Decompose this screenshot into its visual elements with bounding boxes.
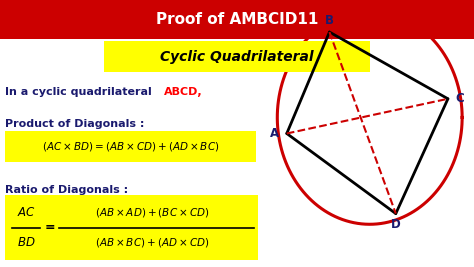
FancyBboxPatch shape: [104, 41, 370, 72]
Text: B: B: [325, 14, 334, 26]
Text: Cyclic Quadrilateral: Cyclic Quadrilateral: [160, 50, 314, 64]
Text: In a cyclic quadrilateral: In a cyclic quadrilateral: [5, 87, 155, 97]
Text: D: D: [391, 218, 401, 231]
Text: $BD$: $BD$: [17, 236, 36, 249]
FancyBboxPatch shape: [0, 0, 474, 39]
FancyBboxPatch shape: [5, 195, 258, 260]
Text: A: A: [270, 127, 280, 140]
Text: $(AC\times BD) = (AB\times CD) + (AD\times BC)$: $(AC\times BD) = (AB\times CD) + (AD\tim…: [42, 140, 219, 153]
Text: $(AB\times AD) + (BC\times CD)$: $(AB\times AD) + (BC\times CD)$: [94, 206, 209, 219]
Text: Proof of AMBCID11: Proof of AMBCID11: [156, 12, 318, 27]
Text: C: C: [456, 92, 464, 105]
Text: Product of Diagonals :: Product of Diagonals :: [5, 119, 144, 129]
Text: $AC$: $AC$: [17, 206, 36, 219]
Text: $(AB\times BC) + (AD\times CD)$: $(AB\times BC) + (AD\times CD)$: [94, 236, 209, 249]
Text: Ratio of Diagonals :: Ratio of Diagonals :: [5, 184, 128, 195]
Text: =: =: [45, 221, 55, 234]
Text: ABCD,: ABCD,: [164, 87, 202, 97]
FancyBboxPatch shape: [5, 131, 256, 162]
